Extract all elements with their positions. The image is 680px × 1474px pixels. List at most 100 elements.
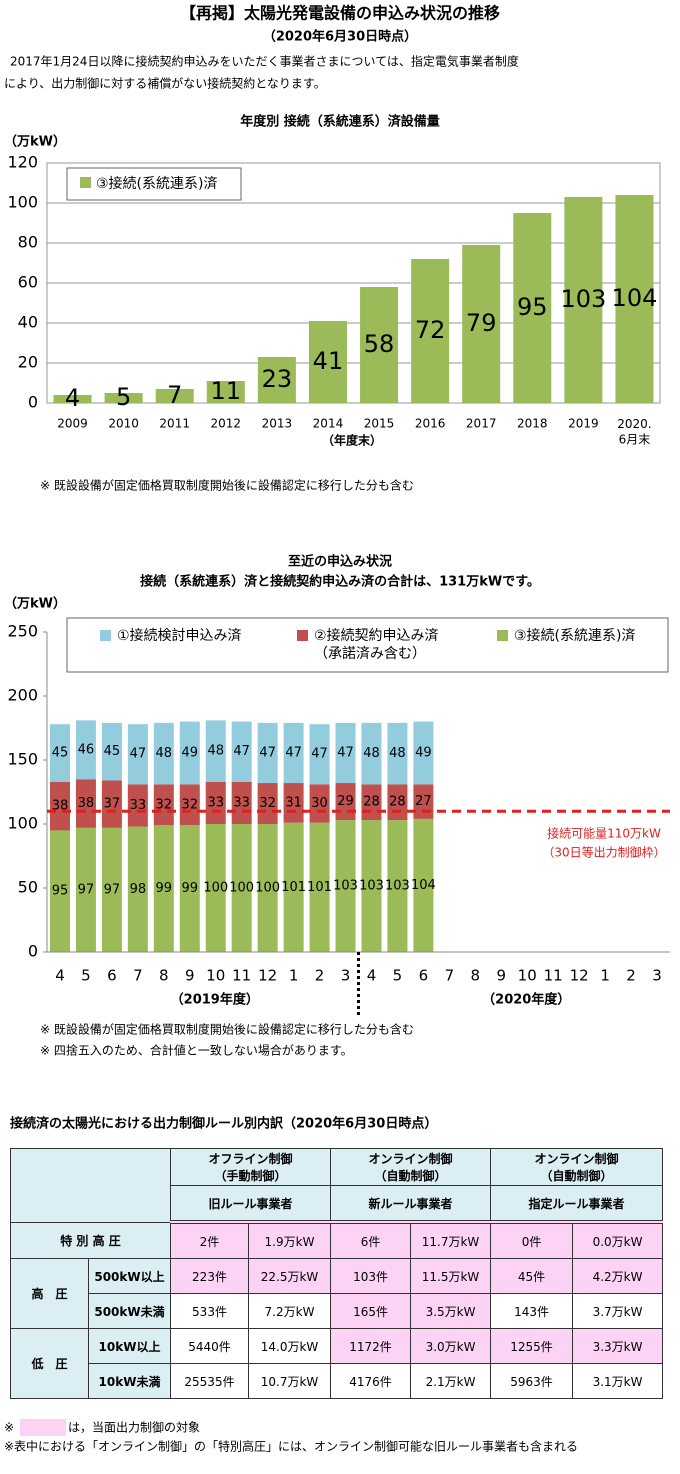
table-cell: 特 別 高 圧 bbox=[10, 1221, 171, 1259]
bar-segment bbox=[413, 818, 434, 952]
table-cell: 3.7万kW bbox=[572, 1293, 664, 1329]
table-cell: 3.3万kW bbox=[572, 1328, 664, 1364]
intro-line: 2017年1月24日以降に接続契約申込みをいただく事業者さまについては、指定電気… bbox=[10, 54, 519, 69]
data-label: 41 bbox=[313, 347, 344, 375]
bar bbox=[53, 395, 92, 403]
table-cell: 3.5万kW bbox=[410, 1293, 492, 1329]
y-tick-label: 200 bbox=[7, 686, 38, 705]
table-cell: 1172件 bbox=[330, 1328, 412, 1364]
table-cell bbox=[10, 1148, 171, 1223]
y-axis-label: （万kW） bbox=[4, 134, 66, 150]
data-label: 104 bbox=[411, 878, 436, 893]
table-row: オフライン制御 （手動制御） オンライン制御 （自動制御） オンライン制御 （自動制… bbox=[10, 1148, 664, 1223]
table-cell: 4.2万kW bbox=[572, 1258, 664, 1294]
table-cell: 1.9万kW bbox=[247, 1221, 332, 1259]
x-tick-label: 5 bbox=[393, 967, 403, 985]
bar-segment bbox=[75, 827, 96, 952]
table-cell: 2.1万kW bbox=[410, 1363, 492, 1399]
x-tick-label: 12 bbox=[570, 967, 589, 985]
y-tick-label: 40 bbox=[18, 313, 38, 332]
data-label: 99 bbox=[181, 881, 198, 896]
table-cell: 高 圧 bbox=[10, 1258, 89, 1329]
table-cell: 143件 bbox=[490, 1293, 574, 1329]
data-label: 5 bbox=[116, 383, 131, 411]
table-cell: 103件 bbox=[330, 1258, 412, 1294]
y-tick-label: 150 bbox=[7, 750, 38, 769]
bar-segment bbox=[179, 825, 200, 952]
table-cell: オンライン制御 （自動制御） bbox=[490, 1148, 664, 1186]
x-tick-label: 2019 bbox=[568, 417, 599, 431]
x-tick-label: 2010 bbox=[108, 417, 139, 431]
legend-label: ③接続(系統連系)済 bbox=[96, 175, 217, 192]
bar bbox=[513, 213, 552, 403]
bar-segment bbox=[283, 822, 304, 952]
table-cell: 3.0万kW bbox=[410, 1328, 492, 1364]
bar-segment bbox=[127, 724, 148, 785]
intro-line: により、出力制御に対する補償がない接続契約となります。 bbox=[4, 76, 326, 91]
table-cell: 旧ルール事業者 bbox=[169, 1185, 332, 1224]
bar-segment bbox=[231, 721, 252, 782]
y-tick-label: 0 bbox=[28, 393, 38, 412]
x-tick-label: 4 bbox=[367, 967, 377, 985]
data-label: 4 bbox=[65, 384, 80, 412]
bar-segment bbox=[179, 721, 200, 785]
bar-segment bbox=[153, 825, 174, 952]
table-cell: オフライン制御 （手動制御） bbox=[169, 1148, 332, 1186]
bar-segment bbox=[179, 784, 200, 826]
data-label: 100 bbox=[229, 881, 254, 896]
y-tick-label: 20 bbox=[18, 353, 38, 372]
data-label: 103 bbox=[560, 285, 606, 313]
x-tick-label: 4 bbox=[55, 967, 65, 985]
legend-swatch bbox=[497, 630, 508, 641]
data-label: 103 bbox=[333, 879, 358, 894]
data-label: 33 bbox=[233, 795, 250, 810]
x-tick-label: 2014 bbox=[313, 417, 344, 431]
data-label: 48 bbox=[363, 746, 380, 761]
bar-segment bbox=[205, 720, 226, 782]
bar bbox=[564, 197, 603, 403]
x-tick-label: 10 bbox=[206, 967, 225, 985]
legend-box bbox=[66, 167, 242, 201]
bar-segment bbox=[257, 722, 278, 784]
x-tick-label: 3 bbox=[652, 967, 662, 985]
bar-segment bbox=[101, 722, 122, 781]
data-label: 103 bbox=[385, 879, 410, 894]
data-label: 98 bbox=[130, 882, 147, 897]
legend-swatch bbox=[80, 177, 91, 188]
x-tick-label: 11 bbox=[544, 967, 563, 985]
bar-segment bbox=[49, 724, 70, 782]
table-cell: 1255件 bbox=[490, 1328, 574, 1364]
table-cell: 14.0万kW bbox=[247, 1328, 332, 1364]
chart-title: 至近の申込み状況 bbox=[288, 554, 392, 570]
y-tick-label: 80 bbox=[18, 233, 38, 252]
x-tick-label: 2015 bbox=[364, 417, 395, 431]
data-label: 32 bbox=[156, 797, 173, 812]
chart-note: ※ 既設設備が固定価格買取制度開始後に設備認定に移行した分も含む bbox=[40, 478, 414, 493]
table-cell: 165件 bbox=[330, 1293, 412, 1329]
x-tick-label: 2017 bbox=[466, 417, 497, 431]
table-cell: 500kW以上 bbox=[88, 1258, 171, 1294]
table-cell: 10kW以上 bbox=[88, 1328, 171, 1364]
bar-segment bbox=[387, 820, 408, 952]
y-tick-label: 50 bbox=[18, 878, 38, 897]
data-label: 33 bbox=[130, 798, 147, 813]
table-row: 旧ルール事業者 新ルール事業者 指定ルール事業者 bbox=[11, 1185, 664, 1224]
note-mark: ※ bbox=[4, 1421, 14, 1435]
x-tick-label: 2013 bbox=[262, 417, 293, 431]
bar-segment bbox=[413, 721, 434, 785]
bar bbox=[411, 259, 450, 403]
data-label: 31 bbox=[285, 795, 302, 810]
data-label: 95 bbox=[52, 884, 69, 899]
bar-segment bbox=[257, 783, 278, 824]
bar-segment bbox=[231, 781, 252, 824]
data-label: 100 bbox=[203, 881, 228, 896]
x-tick-label: 2011 bbox=[159, 417, 190, 431]
reference-label: 接続可能量110万kW bbox=[547, 826, 661, 841]
table-cell: 0.0万kW bbox=[572, 1221, 664, 1259]
table-cell: 5963件 bbox=[490, 1363, 574, 1399]
y-tick-label: 250 bbox=[7, 622, 38, 641]
table-cell: 10kW未満 bbox=[88, 1363, 171, 1399]
x-tick-label: 10 bbox=[518, 967, 537, 985]
table-cell: 低 圧 bbox=[10, 1328, 89, 1399]
bar bbox=[308, 321, 347, 403]
